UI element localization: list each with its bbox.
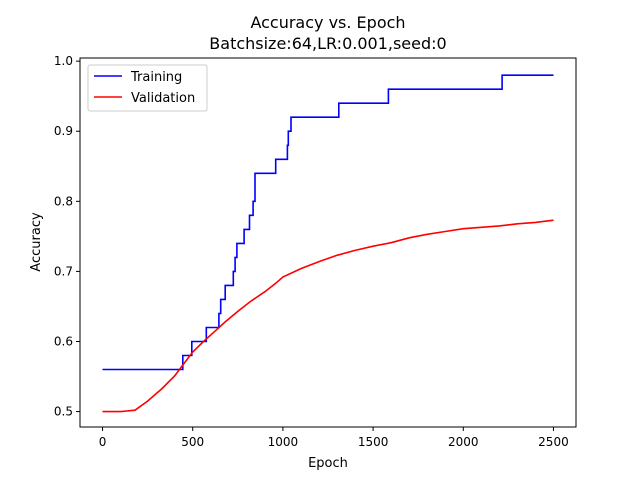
chart-title: Accuracy vs. Epoch	[250, 13, 405, 32]
x-tick-label: 500	[181, 435, 204, 449]
y-tick-label: 1.0	[54, 54, 73, 68]
x-tick-label: 1500	[358, 435, 389, 449]
series-line-validation	[102, 219, 554, 413]
legend: Training Validation	[87, 64, 208, 112]
y-tick-label: 0.8	[54, 194, 73, 208]
x-tick-label: 2500	[538, 435, 569, 449]
x-axis-label: Epoch	[308, 456, 348, 471]
x-tick-label: 2000	[448, 435, 479, 449]
y-tick-label: 0.9	[54, 124, 73, 138]
plot-lines	[102, 74, 554, 413]
axis-ticks: 0 500 1000 1500 2000 2500 0.5 0.6 0.7 0.8 0.9 1.0	[54, 54, 569, 449]
y-tick-label: 0.6	[54, 334, 73, 348]
y-axis-label: Accuracy	[29, 212, 44, 272]
x-tick-label: 1000	[268, 435, 299, 449]
plot-frame	[79, 57, 577, 428]
y-tick-label: 0.7	[54, 264, 73, 278]
series-line-training	[102, 74, 554, 371]
y-tick-label: 0.5	[54, 405, 73, 419]
legend-label-training: Training	[130, 70, 182, 85]
x-tick-label: 0	[99, 435, 107, 449]
legend-label-validation: Validation	[131, 91, 195, 106]
chart-subtitle: Batchsize:64,LR:0.001,seed:0	[209, 34, 446, 53]
